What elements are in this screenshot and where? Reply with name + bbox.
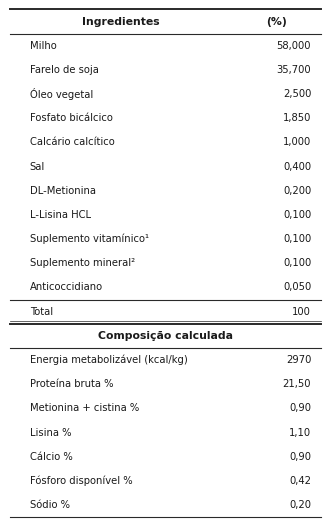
Text: Fósforo disponível %: Fósforo disponível % <box>30 476 132 486</box>
Text: Fosfato bicálcico: Fosfato bicálcico <box>30 113 113 123</box>
Text: 2970: 2970 <box>286 355 311 365</box>
Text: L-Lisina HCL: L-Lisina HCL <box>30 210 91 220</box>
Text: 0,42: 0,42 <box>289 476 311 486</box>
Text: 2,500: 2,500 <box>283 89 311 99</box>
Text: 1,850: 1,850 <box>283 113 311 123</box>
Text: (%): (%) <box>266 17 287 27</box>
Text: 1,000: 1,000 <box>283 138 311 148</box>
Text: Composição calculada: Composição calculada <box>98 331 233 341</box>
Text: 0,90: 0,90 <box>289 452 311 461</box>
Text: DL-Metionina: DL-Metionina <box>30 186 96 196</box>
Text: 0,400: 0,400 <box>283 162 311 172</box>
Text: Óleo vegetal: Óleo vegetal <box>30 88 93 100</box>
Text: Ingredientes: Ingredientes <box>82 17 160 27</box>
Text: 100: 100 <box>292 307 311 317</box>
Text: 0,20: 0,20 <box>289 500 311 510</box>
Text: Cálcio %: Cálcio % <box>30 452 72 461</box>
Text: 0,200: 0,200 <box>283 186 311 196</box>
Text: Calcário calcítico: Calcário calcítico <box>30 138 115 148</box>
Text: 0,100: 0,100 <box>283 210 311 220</box>
Text: Metionina + cistina %: Metionina + cistina % <box>30 403 139 413</box>
Text: Suplemento mineral²: Suplemento mineral² <box>30 258 135 268</box>
Text: 1,10: 1,10 <box>289 427 311 437</box>
Text: 21,50: 21,50 <box>283 379 311 389</box>
Text: Farelo de soja: Farelo de soja <box>30 65 99 75</box>
Text: 0,100: 0,100 <box>283 234 311 244</box>
Text: 0,050: 0,050 <box>283 282 311 292</box>
Text: 35,700: 35,700 <box>276 65 311 75</box>
Text: 0,90: 0,90 <box>289 403 311 413</box>
Text: Lisina %: Lisina % <box>30 427 71 437</box>
Text: Total: Total <box>30 307 53 317</box>
Text: Proteína bruta %: Proteína bruta % <box>30 379 113 389</box>
Text: Sal: Sal <box>30 162 45 172</box>
Text: Energia metabolizável (kcal/kg): Energia metabolizável (kcal/kg) <box>30 355 188 365</box>
Text: Anticoccidiano: Anticoccidiano <box>30 282 103 292</box>
Text: 58,000: 58,000 <box>277 41 311 51</box>
Text: Suplemento vitamínico¹: Suplemento vitamínico¹ <box>30 234 149 244</box>
Text: Sódio %: Sódio % <box>30 500 70 510</box>
Text: 0,100: 0,100 <box>283 258 311 268</box>
Text: Milho: Milho <box>30 41 57 51</box>
